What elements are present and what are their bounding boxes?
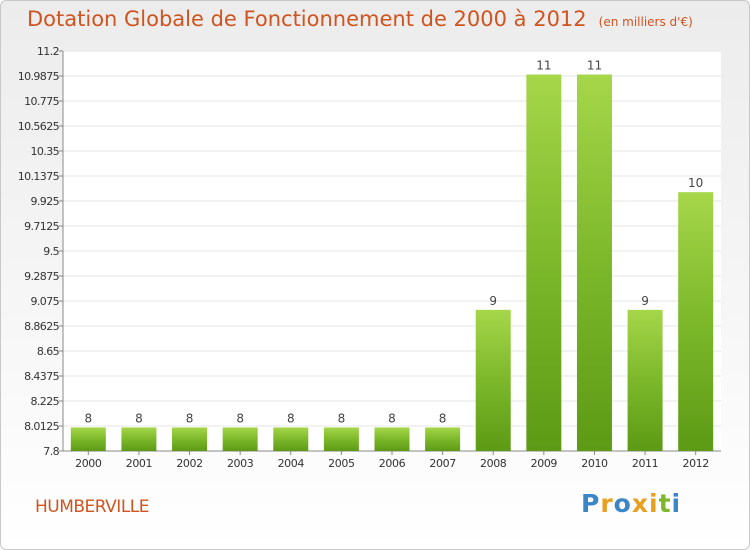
data-label-2008: 9	[489, 294, 497, 308]
x-tick-label-2006: 2006	[379, 457, 406, 470]
chart-title-text: Dotation Globale de Fonctionnement de 20…	[27, 7, 587, 31]
x-tick-label-2004: 2004	[278, 457, 305, 470]
x-tick-label-2008: 2008	[480, 457, 507, 470]
y-tick-label: 10.775	[24, 95, 59, 108]
x-tick-label-2010: 2010	[581, 457, 608, 470]
logo-letter: o	[613, 489, 632, 518]
data-label-2010: 11	[587, 59, 602, 73]
data-label-2005: 8	[338, 411, 346, 425]
data-label-2002: 8	[186, 411, 194, 425]
bar-2004	[273, 427, 309, 451]
logo-letter: P	[581, 489, 601, 518]
x-tick-label-2012: 2012	[682, 457, 708, 470]
y-tick-label: 8.0125	[24, 420, 59, 433]
x-tick-label-2003: 2003	[227, 457, 254, 470]
y-tick-label: 8.225	[31, 395, 60, 408]
chart-unit: (en milliers d'€)	[598, 15, 693, 29]
y-tick-label: 10.5625	[18, 120, 60, 133]
bar-2005	[323, 427, 359, 451]
logo-letter: i	[671, 489, 682, 518]
x-tick-label-2009: 2009	[531, 457, 558, 470]
y-tick-label: 8.8625	[24, 320, 59, 333]
logo-letter: i	[649, 489, 659, 518]
data-label-2001: 8	[135, 411, 143, 425]
data-label-2006: 8	[388, 411, 396, 425]
data-label-2003: 8	[236, 411, 244, 425]
data-label-2011: 9	[641, 294, 649, 308]
bar-2008	[475, 309, 511, 451]
y-tick-label: 11.2	[37, 45, 59, 58]
y-tick-label: 9.2875	[24, 270, 59, 283]
data-label-2009: 11	[536, 59, 551, 73]
y-tick-label: 8.65	[37, 345, 60, 358]
bar-2009	[526, 74, 562, 451]
bar-2001	[121, 427, 157, 451]
x-tick-label-2001: 2001	[126, 457, 152, 470]
x-tick-label-2005: 2005	[328, 457, 355, 470]
bar-2006	[374, 427, 410, 451]
y-tick-label: 9.7125	[24, 220, 59, 233]
proxiti-logo: Proxiti	[581, 489, 681, 518]
x-tick-label-2000: 2000	[75, 457, 102, 470]
bar-2012	[678, 192, 714, 452]
x-tick-label-2011: 2011	[632, 457, 658, 470]
logo-letter: x	[631, 489, 649, 518]
logo-letter: r	[600, 489, 614, 518]
x-tick-label-2007: 2007	[429, 457, 456, 470]
bar-2011	[627, 309, 663, 451]
commune-name: HUMBERVILLE	[35, 497, 150, 517]
bar-2000	[70, 427, 106, 451]
y-tick-label: 9.5	[43, 245, 59, 258]
chart-title: Dotation Globale de Fonctionnement de 20…	[27, 7, 693, 31]
y-tick-label: 9.075	[31, 295, 60, 308]
y-tick-label: 8.4375	[24, 370, 59, 383]
data-label-2012: 10	[688, 176, 703, 190]
x-tick-label-2002: 2002	[176, 457, 202, 470]
data-label-2000: 8	[84, 411, 92, 425]
data-label-2007: 8	[439, 411, 447, 425]
bar-2007	[425, 427, 461, 451]
y-tick-label: 10.1375	[18, 170, 60, 183]
bar-2010	[576, 74, 612, 451]
logo-letter: t	[658, 489, 672, 518]
data-label-2004: 8	[287, 411, 295, 425]
y-tick-label: 7.8	[43, 445, 59, 458]
bar-2002	[172, 427, 208, 451]
y-tick-label: 9.925	[31, 195, 60, 208]
y-tick-label: 10.35	[31, 145, 60, 158]
bar-2003	[222, 427, 258, 451]
y-tick-label: 10.9875	[18, 70, 60, 83]
